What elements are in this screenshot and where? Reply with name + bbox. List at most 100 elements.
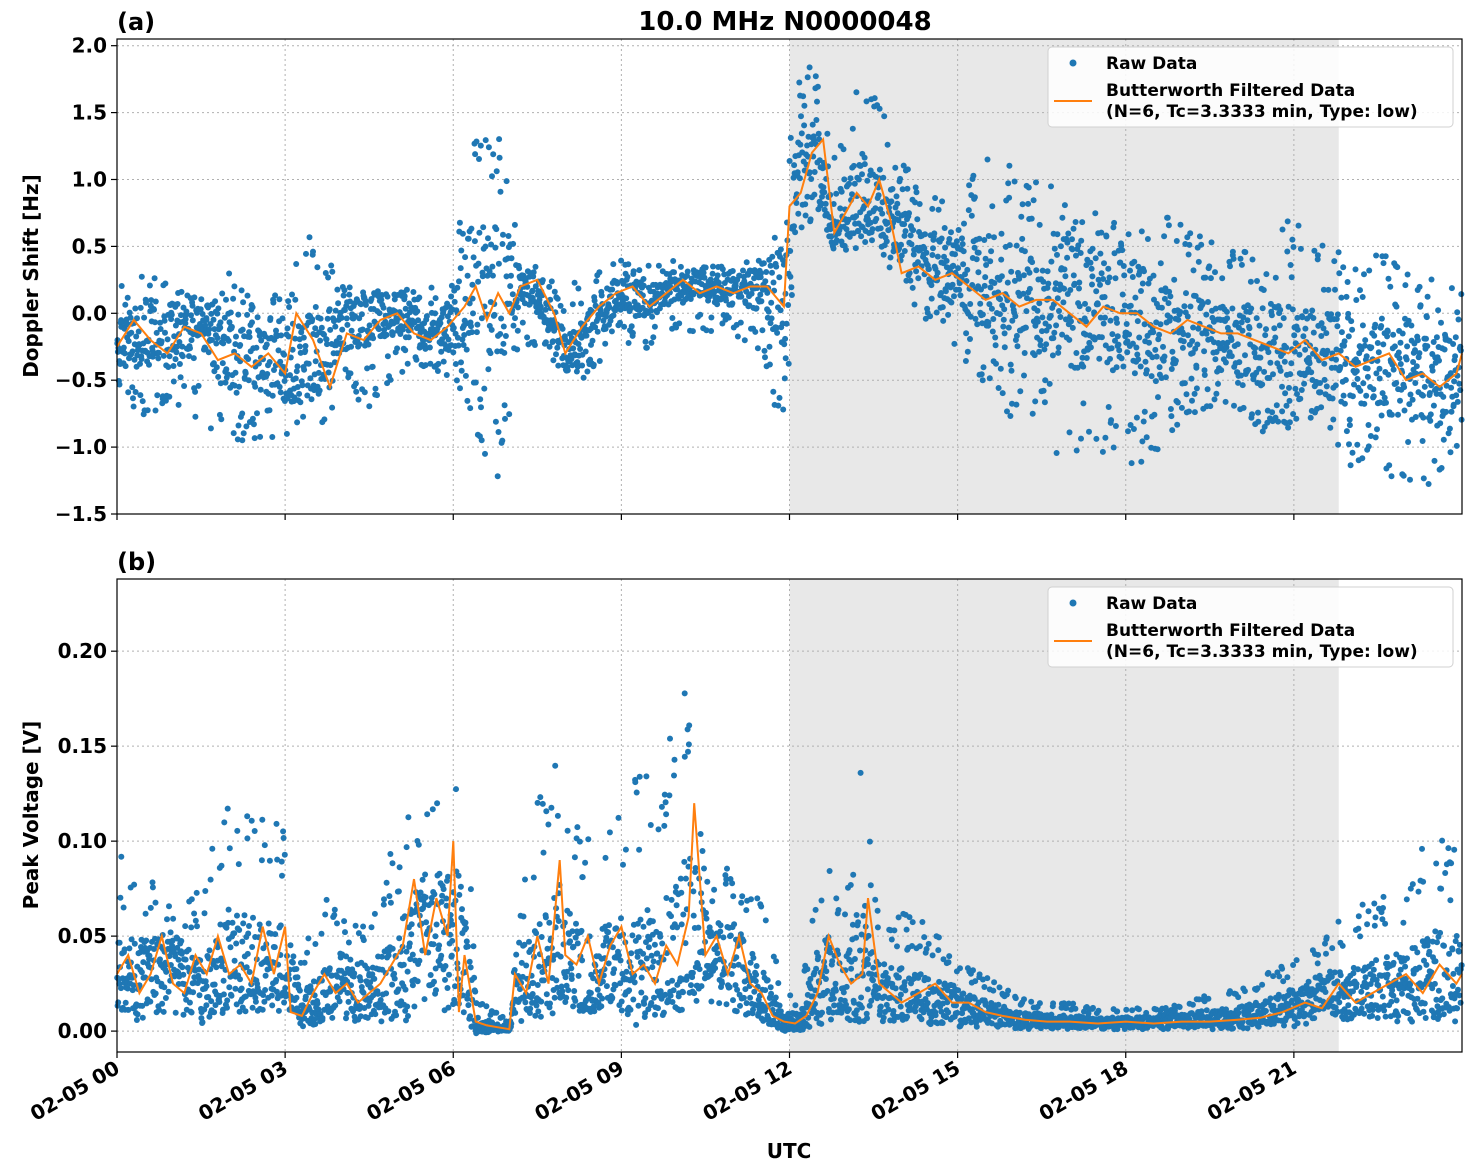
raw-data-point <box>1001 306 1008 313</box>
raw-data-point <box>522 999 529 1006</box>
raw-data-point <box>787 992 794 999</box>
raw-data-point <box>793 200 800 206</box>
raw-data-point <box>729 300 736 307</box>
raw-data-point <box>217 319 224 326</box>
raw-data-point <box>979 311 986 318</box>
raw-data-point <box>773 324 780 331</box>
raw-data-point <box>143 299 149 306</box>
raw-data-point <box>1387 283 1394 290</box>
raw-data-point <box>1033 179 1039 186</box>
raw-data-point <box>901 221 908 228</box>
raw-data-point <box>1310 329 1317 336</box>
raw-data-point <box>135 328 142 335</box>
raw-data-point <box>1119 247 1126 254</box>
raw-data-point <box>1423 335 1429 342</box>
raw-data-point <box>743 907 750 914</box>
raw-data-point <box>125 1006 132 1013</box>
raw-data-point <box>495 260 502 267</box>
raw-data-point <box>1284 218 1291 225</box>
raw-data-point <box>1067 287 1074 293</box>
raw-data-point <box>737 319 744 326</box>
raw-data-point <box>584 368 591 375</box>
raw-data-point <box>272 931 279 938</box>
raw-data-point <box>1018 213 1025 220</box>
raw-data-point <box>743 288 750 295</box>
raw-data-point <box>124 985 131 992</box>
raw-data-point <box>331 318 337 325</box>
raw-data-point <box>1328 311 1335 318</box>
raw-data-point <box>426 344 433 351</box>
raw-data-point <box>1453 442 1460 449</box>
raw-data-point <box>453 786 459 793</box>
raw-data-point <box>881 113 888 120</box>
raw-data-point <box>404 968 411 975</box>
raw-data-point <box>1349 326 1356 333</box>
raw-data-point <box>1287 262 1294 268</box>
raw-data-point <box>1395 411 1401 418</box>
raw-data-point <box>1013 332 1020 339</box>
raw-data-point <box>498 315 505 322</box>
raw-data-point <box>781 341 788 348</box>
raw-data-point <box>568 965 575 972</box>
raw-data-point <box>1247 278 1254 285</box>
raw-data-point <box>651 323 658 330</box>
raw-data-point <box>394 345 401 352</box>
panel-label-a: (a) <box>117 8 155 36</box>
raw-data-point <box>1189 338 1196 344</box>
raw-data-point <box>492 418 499 425</box>
raw-data-point <box>503 273 510 280</box>
raw-data-point <box>443 372 450 378</box>
raw-data-point <box>674 286 681 293</box>
raw-data-point <box>1162 374 1169 381</box>
raw-data-point <box>1320 325 1327 332</box>
raw-data-point <box>235 861 242 868</box>
raw-data-point <box>596 269 603 276</box>
raw-data-point <box>827 226 834 233</box>
raw-data-point <box>1143 367 1150 374</box>
raw-data-point <box>1317 380 1323 386</box>
raw-data-point <box>285 333 292 340</box>
raw-data-point <box>939 198 946 205</box>
y-tick-label: −0.5 <box>55 368 107 392</box>
raw-data-point <box>1361 271 1367 278</box>
raw-data-point <box>833 190 840 197</box>
raw-data-point <box>965 207 972 214</box>
raw-data-point <box>883 238 890 245</box>
raw-data-point <box>500 231 506 238</box>
raw-data-point <box>312 358 319 365</box>
raw-data-point <box>1166 288 1173 295</box>
raw-data-point <box>179 343 186 350</box>
raw-data-point <box>317 315 324 322</box>
raw-data-point <box>1180 338 1187 345</box>
raw-data-point <box>162 329 168 336</box>
raw-data-point <box>1098 334 1105 341</box>
raw-data-point <box>687 296 694 302</box>
raw-data-point <box>287 372 293 379</box>
raw-data-point <box>461 332 468 338</box>
raw-data-point <box>191 910 198 917</box>
raw-data-point <box>1371 332 1378 339</box>
raw-data-point <box>1019 235 1026 242</box>
raw-data-point <box>767 320 774 327</box>
raw-data-point <box>1069 246 1076 253</box>
raw-data-point <box>1100 276 1107 282</box>
raw-data-point <box>1165 300 1172 307</box>
raw-data-point <box>1220 340 1226 346</box>
raw-data-point <box>1161 353 1168 360</box>
raw-data-point <box>122 363 129 370</box>
raw-data-point <box>229 919 236 926</box>
raw-data-point <box>371 975 378 982</box>
raw-data-point <box>284 325 291 332</box>
raw-data-point <box>234 912 240 919</box>
raw-data-point <box>374 288 381 295</box>
raw-data-point <box>720 934 727 941</box>
raw-data-point <box>1154 446 1161 453</box>
raw-data-point <box>281 851 288 858</box>
raw-data-point <box>293 261 300 267</box>
raw-data-point <box>1026 269 1033 276</box>
raw-data-point <box>555 362 562 369</box>
raw-data-point <box>1007 361 1014 368</box>
raw-data-point <box>952 251 958 258</box>
raw-data-point <box>1438 465 1445 471</box>
raw-data-point <box>787 134 794 141</box>
